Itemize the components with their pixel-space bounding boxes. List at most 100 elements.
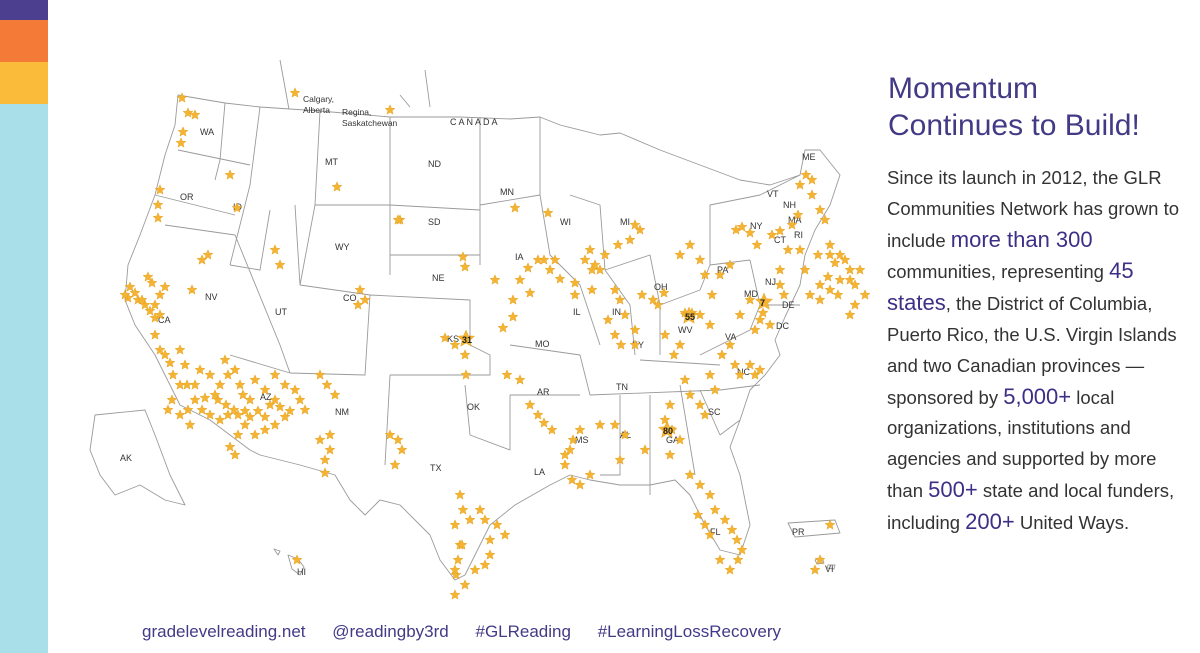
state-label-az: AZ: [260, 392, 272, 402]
star-marker-154: [514, 374, 526, 385]
big-star-marker-1: [679, 306, 699, 324]
star-marker-42: [615, 339, 627, 350]
star-marker-196: [491, 519, 503, 530]
star-marker-237: [252, 405, 264, 416]
star-marker-66: [800, 169, 812, 180]
star-marker-57: [744, 227, 756, 238]
community-markers: [119, 87, 870, 600]
star-marker-265: [154, 289, 166, 300]
state-label-wy: WY: [335, 242, 350, 252]
star-marker-0: [176, 92, 188, 103]
star-marker-157: [459, 349, 471, 360]
star-marker-284: [849, 299, 861, 310]
star-marker-71: [812, 249, 824, 260]
footer-website[interactable]: gradelevelreading.net: [142, 622, 306, 641]
star-marker-117: [694, 399, 706, 410]
state-label-or: OR: [180, 192, 194, 202]
star-marker-221: [174, 409, 186, 420]
star-marker-108: [744, 359, 756, 370]
star-marker-151: [538, 417, 550, 428]
star-marker-174: [329, 389, 341, 400]
state-label-sd: SD: [428, 217, 441, 227]
star-marker-24: [524, 287, 536, 298]
star-marker-275: [181, 379, 193, 390]
state-label-ny: NY: [750, 221, 763, 231]
footer-hashtag-learning-loss[interactable]: #LearningLossRecovery: [597, 622, 782, 641]
star-marker-187: [452, 554, 464, 565]
stripe-purple: [0, 0, 48, 20]
star-marker-94: [754, 314, 766, 325]
star-marker-18: [624, 234, 636, 245]
summary-text-3: , the District of Columbia, Puerto Rico,…: [887, 293, 1177, 408]
star-marker-102: [659, 329, 671, 340]
star-marker-103: [629, 339, 641, 350]
star-marker-249: [224, 441, 236, 452]
star-marker-35: [586, 264, 598, 275]
state-label-nv: NV: [205, 292, 218, 302]
star-marker-280: [824, 519, 836, 530]
highlight-funders: 500+: [928, 476, 978, 502]
star-marker-12: [331, 181, 343, 192]
star-marker-166: [392, 214, 404, 225]
star-marker-216: [164, 357, 176, 368]
star-marker-243: [279, 411, 291, 422]
star-marker-267: [146, 277, 158, 288]
star-marker-217: [167, 369, 179, 380]
star-marker-4: [175, 137, 187, 148]
star-marker-192: [456, 539, 468, 550]
state-label-wa: WA: [200, 127, 214, 137]
star-marker-68: [806, 189, 818, 200]
state-label-de: DE: [782, 300, 795, 310]
star-marker-114: [679, 374, 691, 385]
star-marker-101: [668, 349, 680, 360]
star-marker-266: [159, 281, 171, 292]
footer-handle[interactable]: @readingby3rd: [332, 622, 449, 641]
state-label-nm: NM: [335, 407, 349, 417]
star-marker-104: [704, 319, 716, 330]
star-marker-118: [699, 409, 711, 420]
star-marker-242: [284, 405, 296, 416]
star-marker-229: [228, 404, 240, 415]
star-marker-220: [162, 404, 174, 415]
star-marker-281: [814, 554, 826, 565]
star-marker-259: [289, 384, 301, 395]
us-map: C A N A D A Calgary, Alberta Regina, Sas…: [60, 55, 870, 600]
star-marker-64: [792, 209, 804, 220]
star-marker-257: [269, 369, 281, 380]
wv-count-label: 55: [685, 312, 695, 322]
star-marker-226: [204, 409, 216, 420]
state-label-ia: IA: [515, 252, 524, 262]
star-marker-133: [714, 554, 726, 565]
highlight-communities: more than 300: [950, 226, 1093, 252]
state-label-mt: MT: [325, 157, 338, 167]
star-marker-244: [269, 419, 281, 430]
summary-text-1: Since its launch in 2012, the GLR Commun…: [887, 167, 1179, 251]
state-label-ri: RI: [794, 230, 803, 240]
star-marker-43: [629, 324, 641, 335]
star-marker-191: [389, 459, 401, 470]
star-marker-219: [166, 394, 178, 405]
star-marker-165: [457, 251, 469, 262]
star-marker-44: [636, 289, 648, 300]
star-marker-225: [196, 404, 208, 415]
star-marker-130: [736, 544, 748, 555]
star-marker-150: [546, 424, 558, 435]
state-label-ma: MA: [788, 215, 802, 225]
star-marker-227: [212, 394, 224, 405]
star-marker-128: [726, 524, 738, 535]
canada-label: C A N A D A: [450, 117, 498, 127]
star-marker-83: [832, 289, 844, 300]
star-marker-256: [259, 384, 271, 395]
star-marker-131: [732, 554, 744, 565]
summary-text-4: local organizations, institutions and ag…: [887, 386, 1157, 501]
star-marker-194: [484, 534, 496, 545]
star-marker-58: [751, 239, 763, 250]
star-marker-73: [824, 249, 836, 260]
footer-hashtag-glreading[interactable]: #GLReading: [475, 622, 571, 641]
star-marker-78: [824, 284, 836, 295]
star-marker-122: [664, 449, 676, 460]
star-marker-201: [459, 579, 471, 590]
state-label-mo: MO: [535, 339, 550, 349]
state-label-pa: PA: [717, 265, 728, 275]
star-marker-85: [829, 257, 841, 268]
